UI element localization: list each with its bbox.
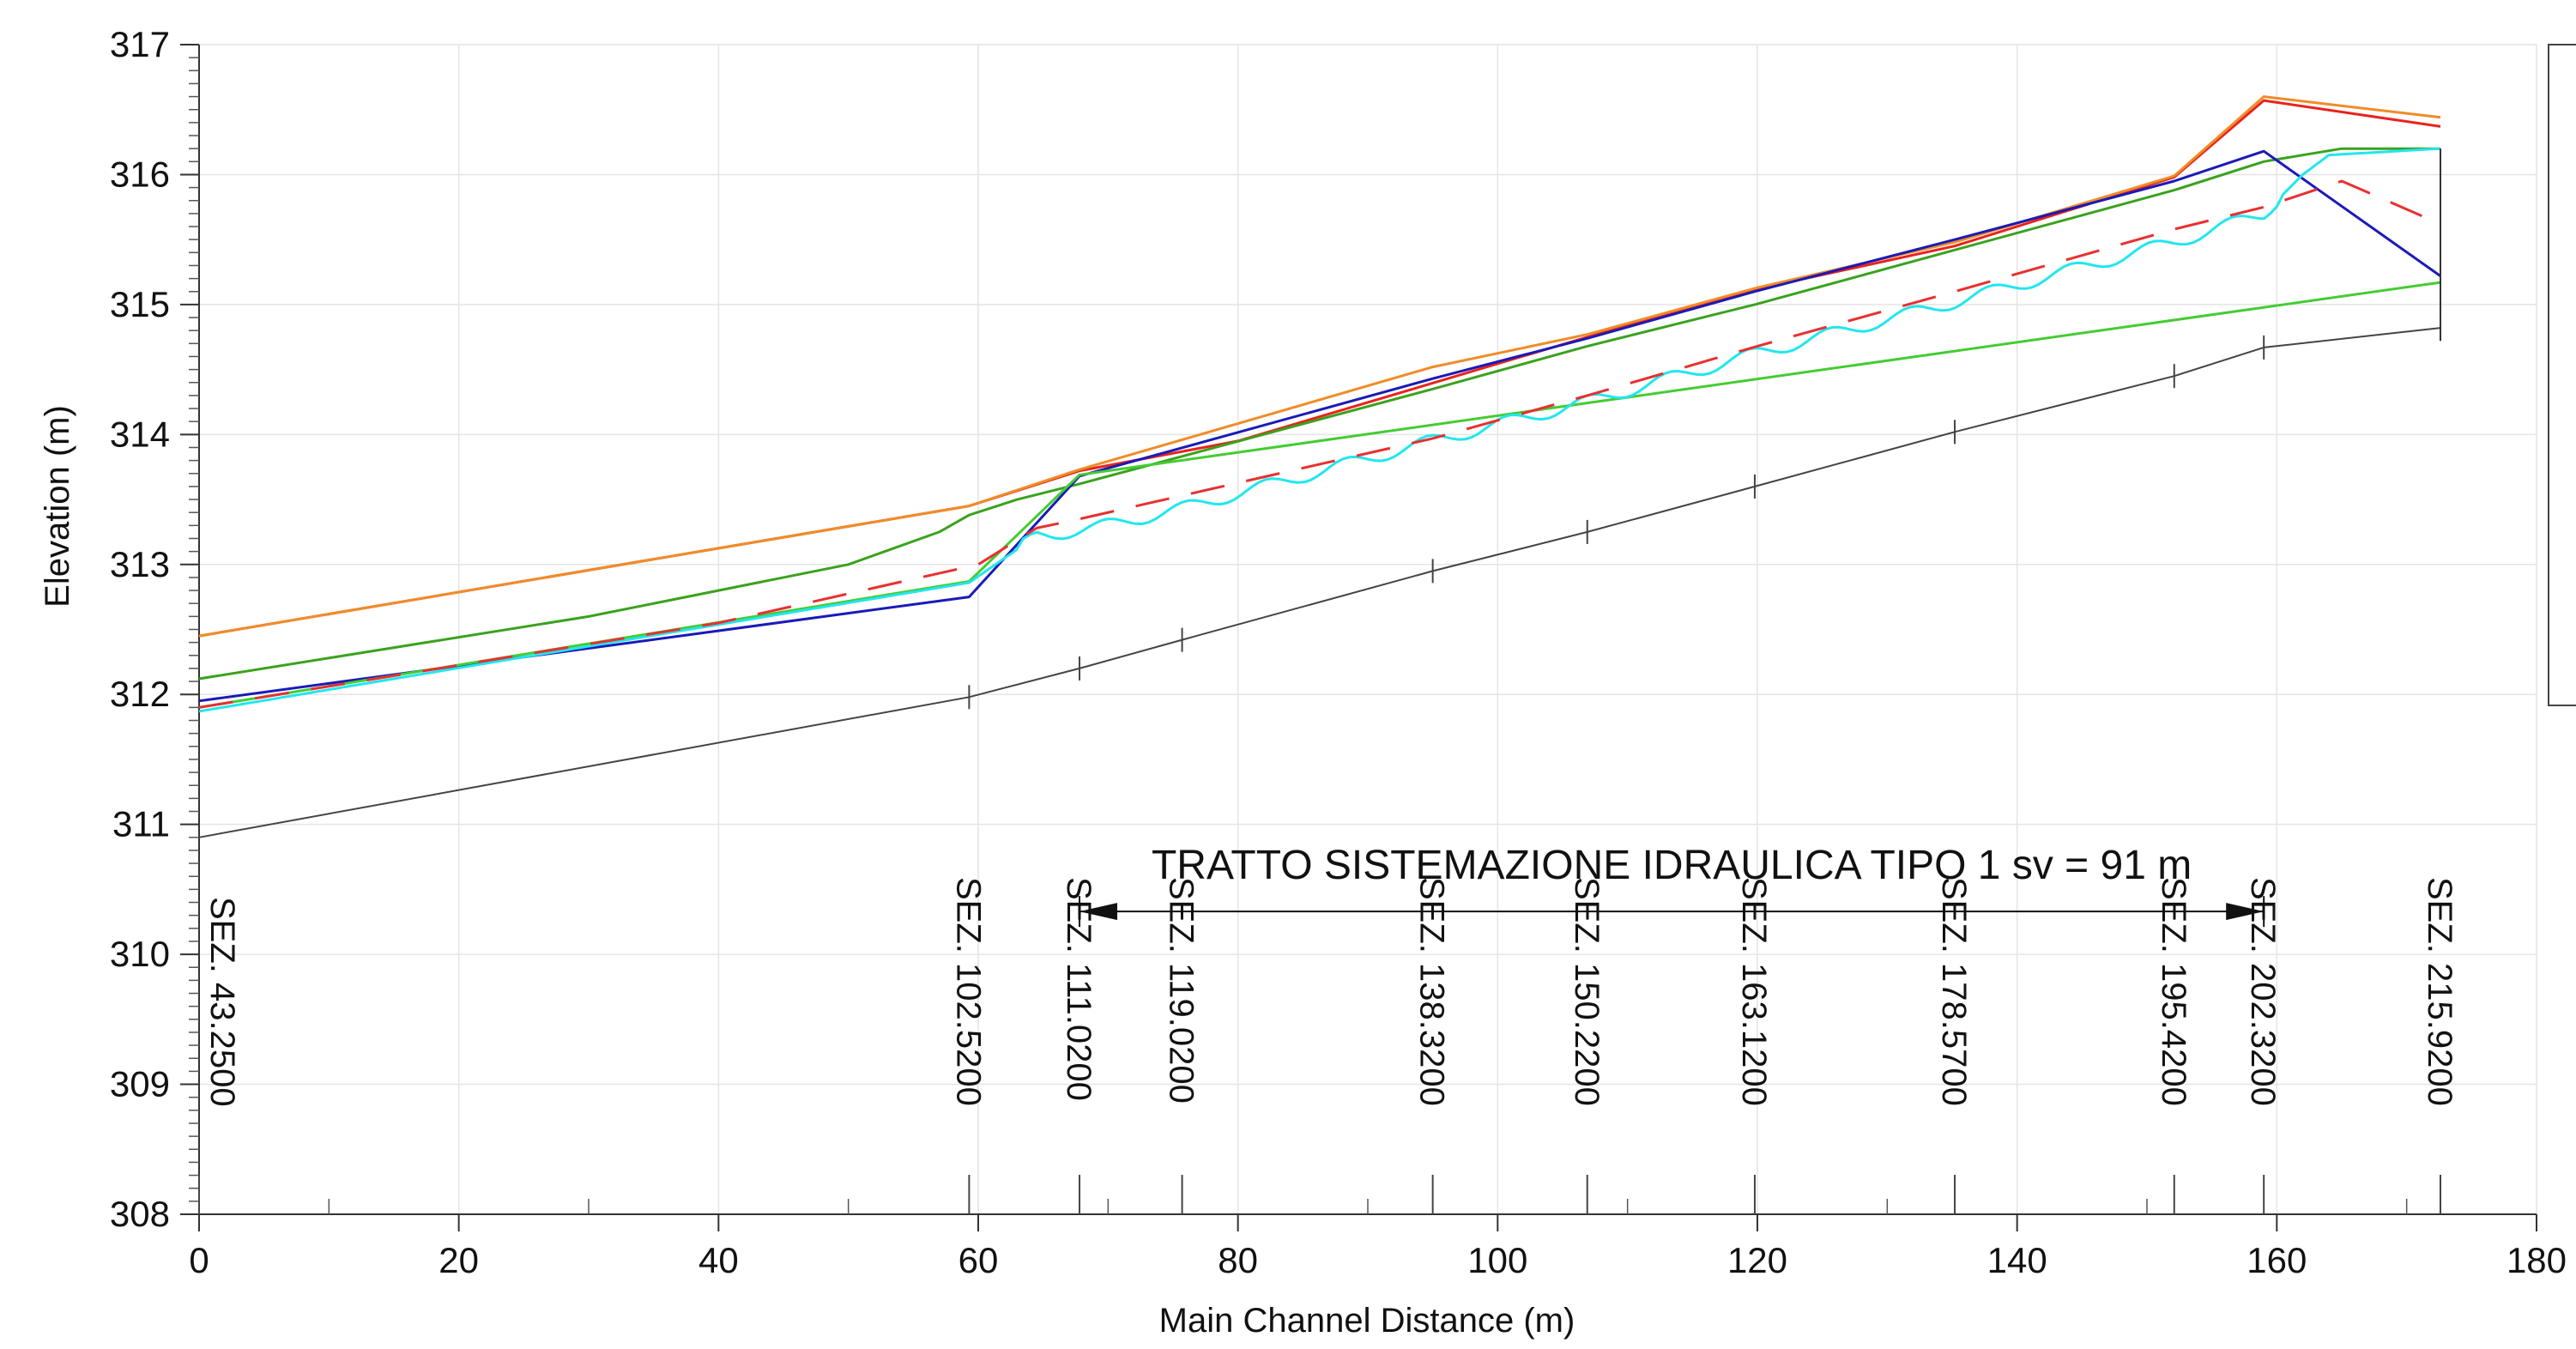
y-tick-label: 311 bbox=[112, 804, 170, 844]
annotation-arrowhead-right bbox=[2226, 903, 2265, 921]
y-axis-title: Elevation (m) bbox=[39, 405, 76, 608]
series-lines bbox=[198, 95, 2442, 838]
section-label: SEZ. 195.4200 bbox=[2155, 877, 2192, 1106]
y-tick-label: 310 bbox=[110, 934, 170, 974]
x-tick-label: 40 bbox=[698, 1240, 739, 1280]
y-tick-label: 315 bbox=[110, 284, 170, 324]
grid-lines bbox=[199, 44, 2537, 1214]
x-tick-label: 100 bbox=[1467, 1240, 1527, 1280]
cross-sections: SEZ. 43.2500 SEZ. 102.5200 SEZ. 111.0200 SE… bbox=[198, 148, 2458, 1214]
y-tick-label: 313 bbox=[110, 544, 170, 584]
x-tick-label: 120 bbox=[1727, 1240, 1787, 1280]
section-label: SEZ. 119.0200 bbox=[1163, 877, 1200, 1104]
x-tick-label: 180 bbox=[2506, 1240, 2567, 1280]
annotation: TRATTO SISTEMAZIONE IDRAULICA TIPO 1 sv … bbox=[1079, 843, 2265, 928]
series-line-blue bbox=[198, 149, 2441, 703]
annotation-arrowhead-left bbox=[1079, 903, 1118, 921]
series-line-red bbox=[198, 99, 2441, 638]
section-label: SEZ. 163.1200 bbox=[1735, 877, 1773, 1106]
axes: 308 309 310 311 312 313 314 315 316 317 0 20 40 60 80 1… bbox=[110, 24, 2567, 1280]
x-tick-label: 60 bbox=[958, 1240, 999, 1280]
section-label: SEZ. 215.9200 bbox=[2421, 877, 2458, 1106]
series-line-orange bbox=[198, 95, 2441, 638]
x-tick-label: 140 bbox=[1987, 1240, 2047, 1280]
section-label: SEZ. 178.5700 bbox=[1935, 877, 1973, 1106]
legend-box-edge bbox=[2548, 44, 2576, 706]
y-tick-label: 308 bbox=[110, 1194, 170, 1234]
annotation-text: TRATTO SISTEMAZIONE IDRAULICA TIPO 1 sv … bbox=[1152, 843, 2192, 888]
series-line-lightgreen bbox=[198, 281, 2441, 709]
series-line-ground bbox=[198, 327, 2441, 838]
y-tick-label: 316 bbox=[110, 154, 170, 194]
x-tick-label: 80 bbox=[1218, 1240, 1258, 1280]
section-label: SEZ. 138.3200 bbox=[1413, 877, 1451, 1106]
y-tick-label: 312 bbox=[110, 674, 170, 714]
series-line-green bbox=[198, 147, 2440, 681]
series-line-dashed bbox=[198, 179, 2441, 709]
x-tick-label: 0 bbox=[189, 1240, 209, 1280]
series-line-cyan bbox=[198, 147, 2441, 713]
y-tick-label: 314 bbox=[110, 414, 170, 454]
legend-box bbox=[2548, 44, 2576, 706]
x-tick-label: 20 bbox=[438, 1240, 479, 1280]
x-tick-label: 160 bbox=[2246, 1240, 2307, 1280]
y-tick-label: 309 bbox=[110, 1064, 170, 1104]
section-label: SEZ. 43.2500 bbox=[203, 897, 241, 1107]
section-label: SEZ. 102.5200 bbox=[949, 877, 987, 1106]
section-label: SEZ. 150.2200 bbox=[1568, 877, 1605, 1106]
x-axis-title: Main Channel Distance (m) bbox=[1159, 1302, 1575, 1340]
y-tick-label: 317 bbox=[110, 24, 170, 64]
